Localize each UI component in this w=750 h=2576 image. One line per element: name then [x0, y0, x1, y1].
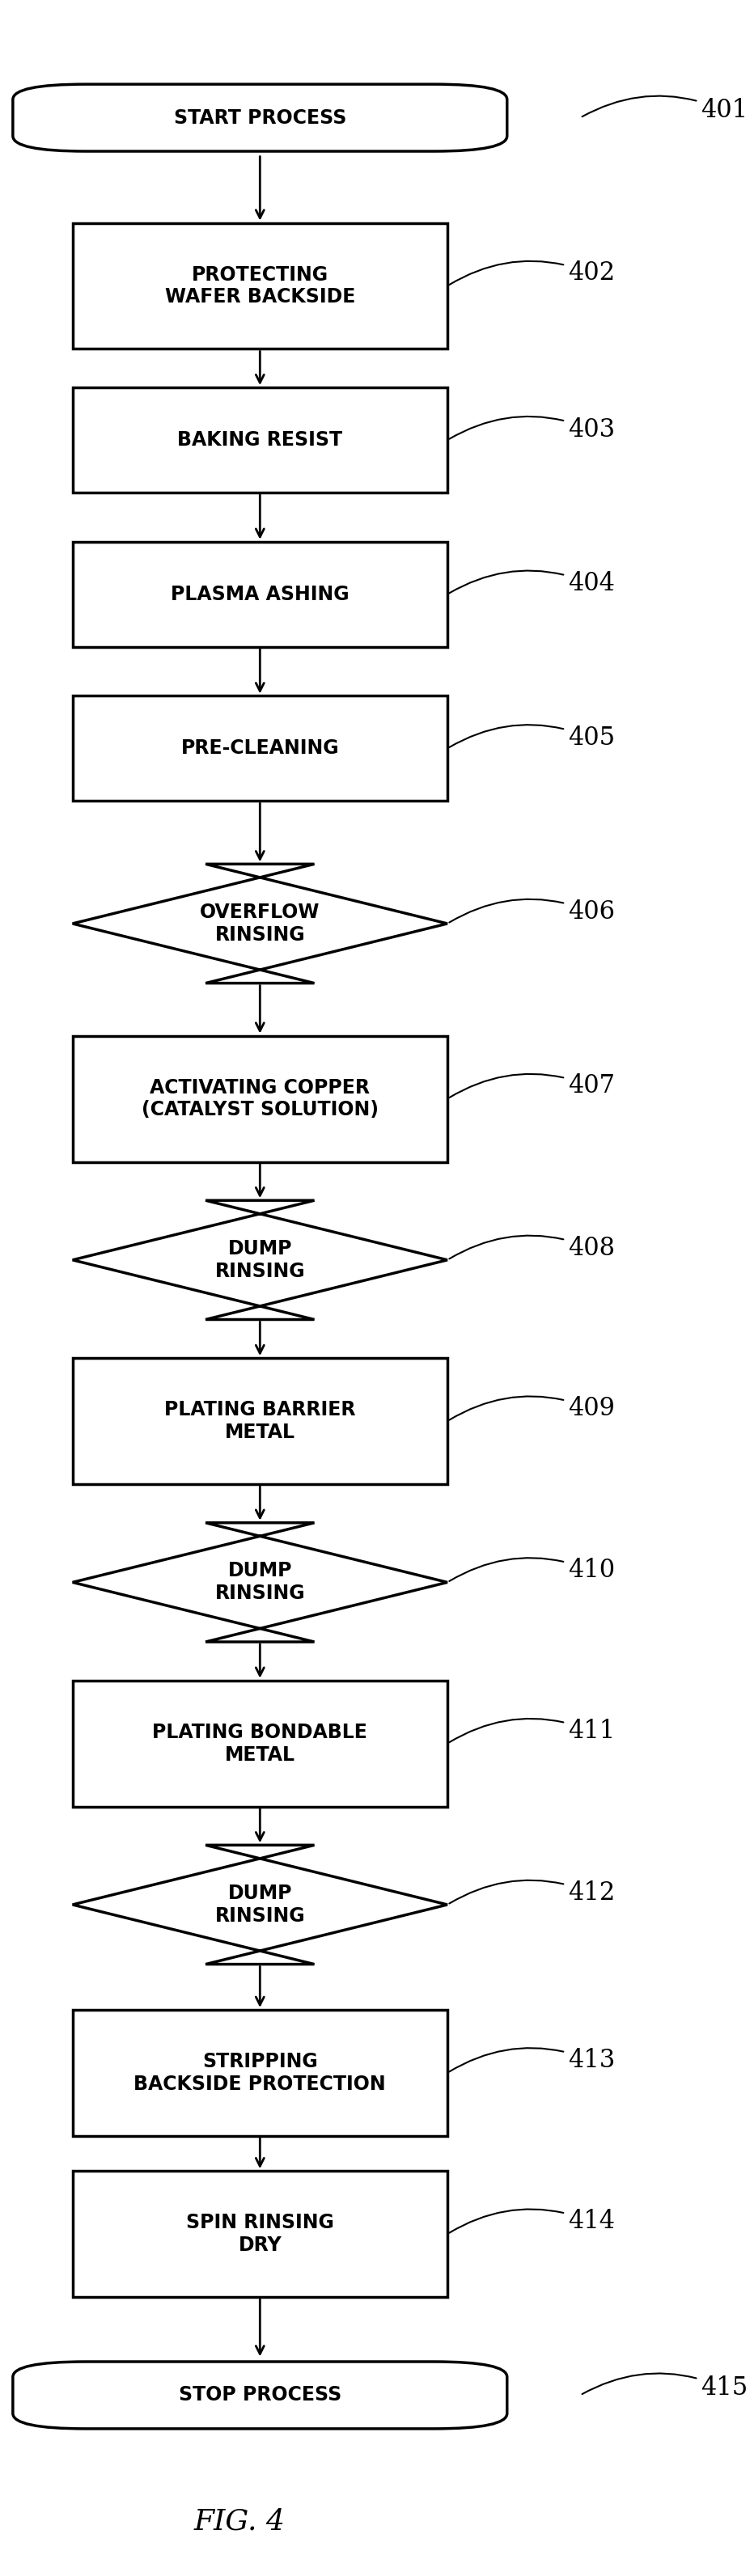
Text: 402: 402	[449, 260, 615, 286]
Text: 410: 410	[449, 1558, 615, 1582]
Text: START PROCESS: START PROCESS	[174, 108, 346, 126]
Text: PROTECTING
WAFER BACKSIDE: PROTECTING WAFER BACKSIDE	[165, 265, 356, 307]
Text: SPIN RINSING
DRY: SPIN RINSING DRY	[186, 2213, 334, 2254]
Text: 404: 404	[449, 572, 615, 595]
Bar	[73, 2172, 447, 2298]
Text: BAKING RESIST: BAKING RESIST	[178, 430, 343, 451]
FancyBboxPatch shape	[13, 2362, 507, 2429]
Text: 413: 413	[449, 2048, 615, 2074]
Text: 411: 411	[449, 1718, 615, 1744]
Text: PLASMA ASHING: PLASMA ASHING	[171, 585, 350, 603]
Text: DUMP
RINSING: DUMP RINSING	[214, 1883, 305, 1927]
Text: DUMP
RINSING: DUMP RINSING	[214, 1561, 305, 1602]
Polygon shape	[73, 863, 447, 984]
FancyBboxPatch shape	[13, 85, 507, 152]
Text: 414: 414	[449, 2208, 615, 2233]
Text: 415: 415	[582, 2372, 748, 2401]
Bar	[73, 1680, 447, 1806]
Bar	[73, 541, 447, 647]
Text: 409: 409	[449, 1396, 615, 1422]
Text: 407: 407	[449, 1074, 615, 1100]
Text: 403: 403	[449, 417, 615, 443]
Bar	[73, 696, 447, 801]
Text: PLATING BARRIER
METAL: PLATING BARRIER METAL	[164, 1401, 356, 1443]
Text: 405: 405	[449, 724, 615, 750]
Text: ACTIVATING COPPER
(CATALYST SOLUTION): ACTIVATING COPPER (CATALYST SOLUTION)	[142, 1077, 379, 1121]
Text: FIG. 4: FIG. 4	[194, 2506, 286, 2535]
Bar	[73, 386, 447, 492]
Text: 406: 406	[449, 899, 615, 925]
Text: PRE-CLEANING: PRE-CLEANING	[181, 739, 339, 757]
Text: 408: 408	[449, 1236, 615, 1260]
Text: STOP PROCESS: STOP PROCESS	[178, 2385, 341, 2406]
Bar	[73, 1036, 447, 1162]
Text: DUMP
RINSING: DUMP RINSING	[214, 1239, 305, 1280]
Polygon shape	[73, 1522, 447, 1641]
Bar	[73, 2009, 447, 2136]
Bar	[73, 1358, 447, 1484]
Text: PLATING BONDABLE
METAL: PLATING BONDABLE METAL	[152, 1723, 368, 1765]
Text: 401: 401	[582, 95, 748, 124]
Text: OVERFLOW
RINSING: OVERFLOW RINSING	[200, 902, 320, 945]
Bar	[73, 224, 447, 348]
Polygon shape	[73, 1200, 447, 1319]
Polygon shape	[73, 1844, 447, 1965]
Text: 412: 412	[449, 1880, 615, 1906]
Text: STRIPPING
BACKSIDE PROTECTION: STRIPPING BACKSIDE PROTECTION	[134, 2053, 386, 2094]
